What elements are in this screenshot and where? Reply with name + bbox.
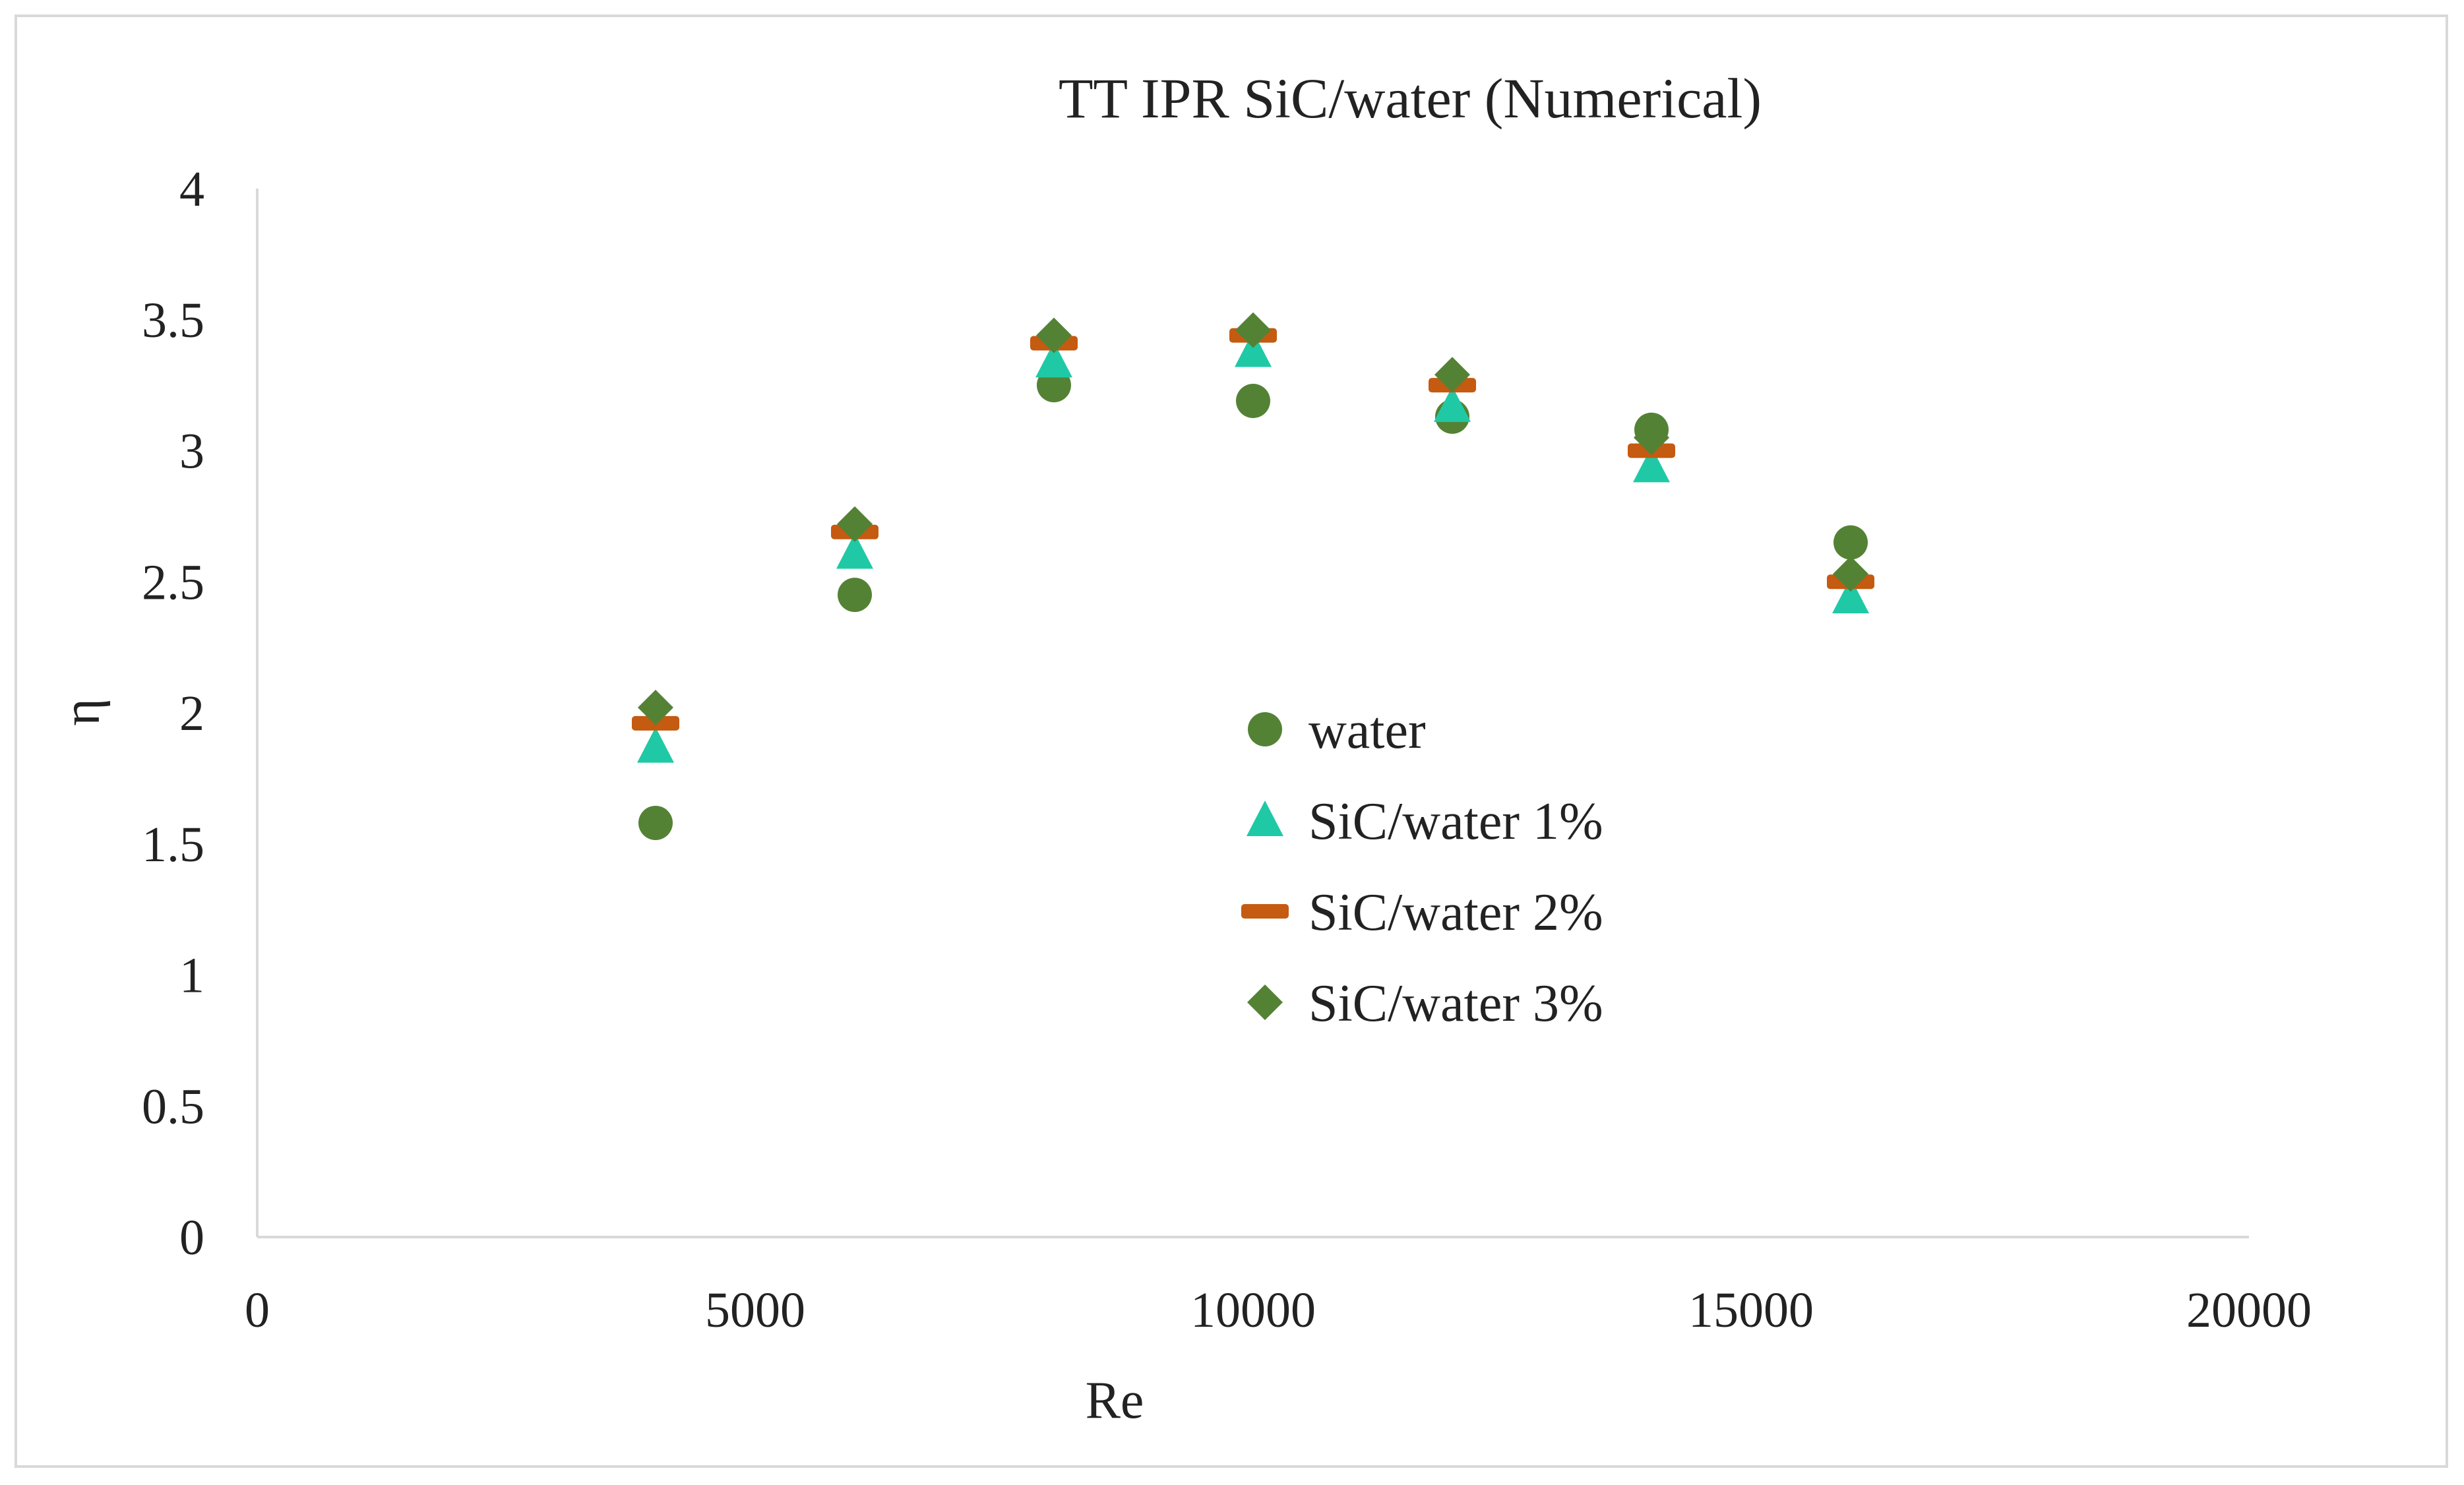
legend-label: SiC/water 3%	[1309, 975, 1603, 1033]
chart-title: TT IPR SiC/water (Numerical)	[1059, 67, 1762, 130]
y-tick-label: 4	[179, 162, 204, 217]
data-point-diamond	[1634, 419, 1669, 456]
y-tick-label: 3.5	[142, 293, 204, 348]
series-circle	[638, 368, 1868, 840]
y-tick-labels: 0 0.5 1 1.5 2 2.5 3 3.5 4	[142, 162, 204, 1265]
legend-item: SiC/water 1%	[1247, 793, 1603, 851]
legend-marker-circle	[1248, 712, 1282, 746]
data-point-circle	[1833, 525, 1868, 560]
data-point-circle	[638, 805, 673, 840]
data-point-triangle	[836, 533, 873, 569]
legend-label: SiC/water 2%	[1309, 884, 1603, 942]
chart-frame	[15, 15, 2448, 1468]
data-point-triangle	[637, 727, 674, 763]
y-tick-label: 2.5	[142, 555, 204, 610]
data-point-diamond	[1235, 312, 1271, 348]
legend-label: SiC/water 1%	[1309, 793, 1603, 851]
y-tick-label: 1	[179, 948, 204, 1004]
legend-marker-diamond	[1247, 985, 1283, 1020]
y-axis-label: η	[53, 698, 111, 726]
x-tick-label: 10000	[1190, 1283, 1316, 1338]
series-diamond	[638, 312, 1868, 726]
data-point-triangle	[1035, 342, 1072, 378]
data-point-circle	[1236, 383, 1270, 418]
data-point-triangle	[1832, 578, 1869, 614]
y-tick-label: 1.5	[142, 817, 204, 872]
legend-item: SiC/water 2%	[1241, 884, 1603, 942]
x-tick-label: 5000	[705, 1283, 805, 1338]
data-series	[632, 312, 1874, 840]
legend-item: water	[1248, 702, 1426, 760]
data-point-diamond	[1833, 556, 1868, 592]
y-tick-label: 2	[179, 686, 204, 741]
x-tick-label: 20000	[2186, 1283, 2312, 1338]
y-tick-label: 3	[179, 424, 204, 479]
data-point-diamond	[837, 506, 873, 542]
y-tick-label: 0	[179, 1210, 204, 1265]
legend-marker-dash	[1241, 904, 1289, 919]
x-axis-label: Re	[1086, 1372, 1144, 1430]
x-tick-label: 15000	[1688, 1283, 1814, 1338]
data-point-circle	[838, 578, 872, 613]
x-tick-label: 0	[245, 1283, 270, 1338]
legend-marker-triangle	[1247, 801, 1283, 836]
series-triangle	[637, 331, 1869, 763]
data-point-diamond	[1434, 357, 1470, 393]
data-point-triangle	[1235, 331, 1272, 367]
y-tick-label: 0.5	[142, 1079, 204, 1134]
legend-label: water	[1309, 702, 1426, 760]
data-point-diamond	[1036, 317, 1072, 353]
x-tick-labels: 0 5000 10000 15000 20000	[245, 1283, 2312, 1338]
legend-item: SiC/water 3%	[1247, 975, 1603, 1033]
data-point-triangle	[1633, 446, 1670, 483]
legend: water SiC/water 1% SiC/water 2% SiC/water 3…	[1241, 702, 1603, 1033]
data-point-triangle	[1434, 386, 1471, 422]
data-point-diamond	[638, 690, 673, 726]
